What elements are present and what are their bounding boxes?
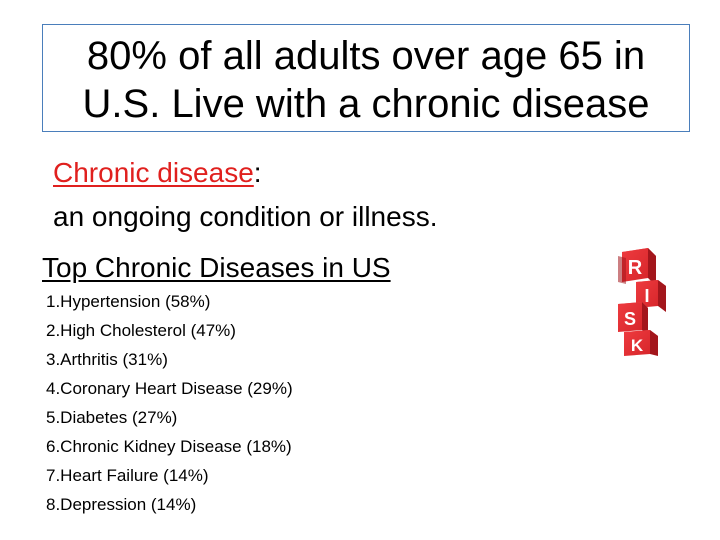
risk-cube-s: S [618,302,648,334]
title-box: 80% of all adults over age 65 in U.S. Li… [42,24,690,132]
list-item: 2.High Cholesterol (47%) [46,321,236,340]
risk-cube-r: R [622,248,656,286]
list-item: 5.Diabetes (27%) [46,408,178,427]
definition-text: an ongoing condition or illness. [53,201,438,232]
title-line-1: 80% of all adults over age 65 in [86,34,646,78]
disease-list: 1.Hypertension (58%) 2.High Cholesterol … [46,287,293,519]
title-line-2: U.S. Live with a chronic disease [82,82,650,126]
definition-term-line: Chronic disease: [53,155,262,191]
risk-cubes-image: R I S K [618,248,666,356]
risk-cube-i: I [636,280,666,312]
risk-letter-s: S [624,309,636,329]
risk-cube-k: K [624,330,658,356]
risk-letter-r: R [628,257,643,279]
list-item: 8.Depression (14%) [46,495,197,514]
definition-separator: : [253,157,262,188]
list-item: 4.Coronary Heart Disease (29%) [46,379,293,398]
list-heading: Top Chronic Diseases in US [42,252,391,283]
list-item: 7.Heart Failure (14%) [46,466,209,485]
risk-cube-left [618,256,626,284]
list-item: 6.Chronic Kidney Disease (18%) [46,437,292,456]
definition-term: Chronic disease [53,157,254,188]
risk-letter-i: I [644,286,649,306]
list-item: 1.Hypertension (58%) [46,292,211,311]
risk-letter-k: K [631,336,644,355]
list-item: 3.Arthritis (31%) [46,350,168,369]
